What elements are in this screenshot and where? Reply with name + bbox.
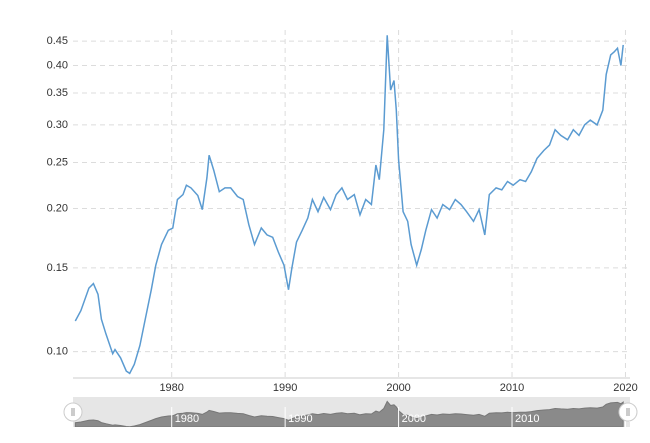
navigator-label: 2010 (515, 413, 539, 425)
navigator-bottom (0, 427, 650, 443)
y-tick-label: 0.10 (47, 346, 68, 358)
navigator-area (74, 400, 624, 428)
x-tick-label: 2000 (386, 382, 410, 394)
y-tick-label: 0.15 (47, 262, 68, 274)
navigator-handle[interactable] (618, 402, 638, 422)
y-tick-label: 0.40 (47, 59, 68, 71)
y-tick-label: 0.25 (47, 156, 68, 168)
x-tick-label: 2010 (500, 382, 524, 394)
x-tick-label: 1990 (273, 382, 297, 394)
x-tick-label: 1980 (159, 382, 183, 394)
navigator-label: 2000 (402, 413, 426, 425)
x-tick-label: 2020 (613, 382, 637, 394)
y-tick-label: 0.45 (47, 35, 68, 47)
y-tick-label: 0.30 (47, 119, 68, 131)
line-series (74, 35, 624, 375)
y-tick-label: 0.20 (47, 202, 68, 214)
navigator: 1980 1990 2000 2010 2020 (0, 397, 650, 443)
y-tick-label: 0.35 (47, 87, 68, 99)
navigator-label: 1980 (175, 413, 199, 425)
navigator-label: 1990 (288, 413, 312, 425)
navigator-handle[interactable] (63, 402, 83, 422)
